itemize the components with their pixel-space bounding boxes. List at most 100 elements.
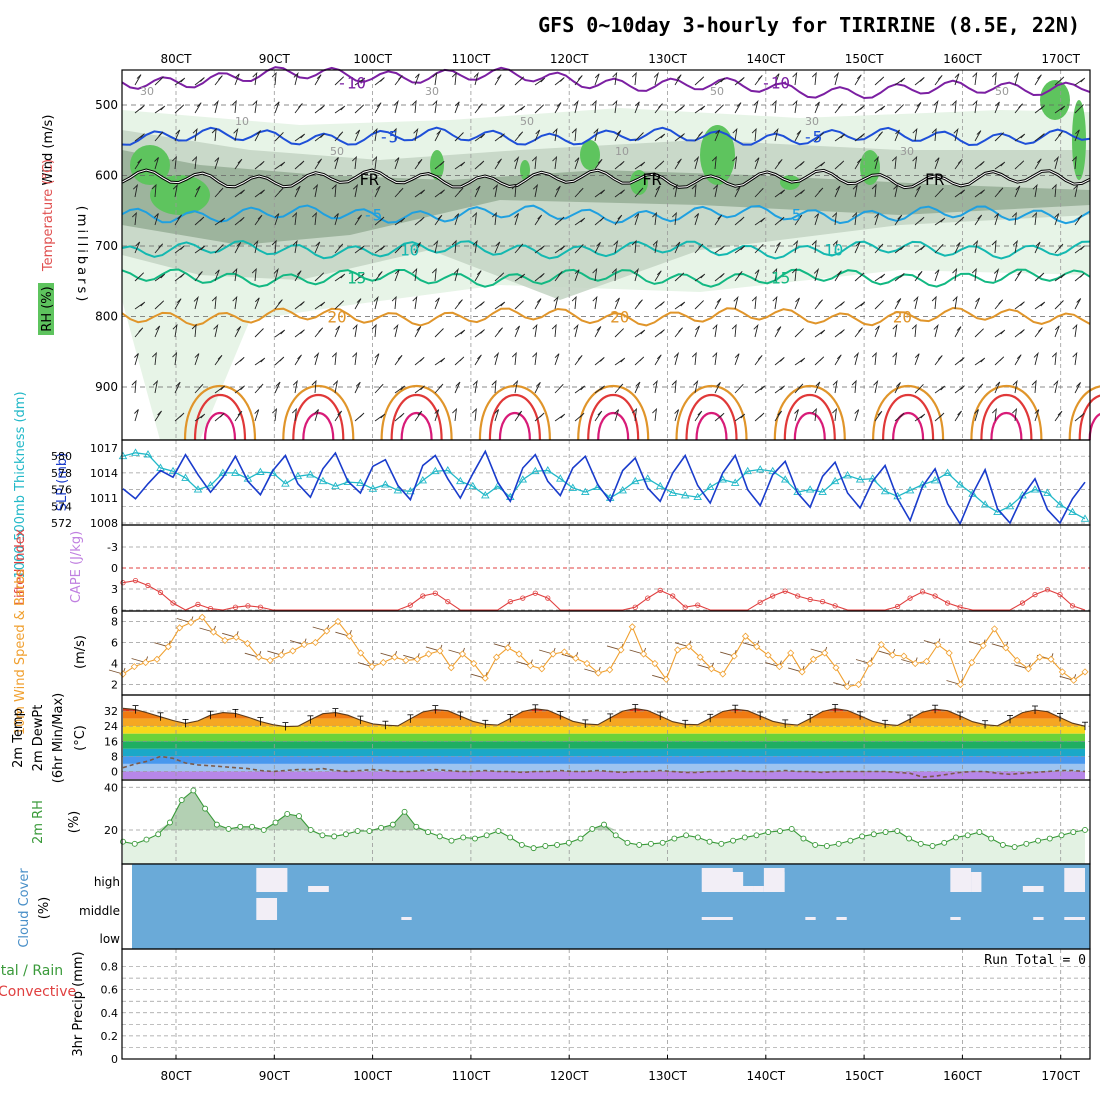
wind10m-point (243, 639, 252, 648)
thickness-point (780, 475, 790, 483)
wind-barb (954, 189, 966, 198)
wind10m-point (775, 663, 783, 671)
warm-lobe (1078, 394, 1100, 441)
wind-barb (192, 127, 198, 142)
wind-barb (234, 326, 242, 338)
precip-y-axis: 0.8 0.6 0.4 0.2 0 (101, 961, 119, 1066)
thickness-point (356, 478, 365, 486)
precip-panel: Total / Rain Convective 3hr Precip (mm) … (0, 948, 1091, 1066)
lifted-index-point (1032, 591, 1038, 598)
wind-barb (854, 301, 866, 310)
rh2m-point (542, 843, 549, 849)
wind-barb (414, 242, 421, 254)
wind-barb (911, 323, 917, 338)
rh2m-point (249, 823, 255, 830)
wind10m-point (1058, 668, 1066, 676)
wind-barb (1053, 379, 1059, 394)
lifted-index-point (432, 590, 438, 596)
wind-barb (372, 155, 378, 170)
wind-barb (1034, 133, 1045, 142)
wind-barb (511, 183, 517, 198)
wind-barb (434, 383, 444, 394)
wind-barb (532, 183, 539, 198)
wind-barb (754, 355, 763, 366)
isotherm-label-10: 10 (400, 241, 419, 260)
wind10m-point (628, 623, 636, 631)
wind-barb (174, 214, 182, 226)
rh2m-point (296, 813, 302, 820)
wind-barb (494, 327, 503, 338)
wind-barb (794, 130, 802, 142)
lifted-index-point (695, 602, 701, 608)
rh-band-2 (122, 150, 1090, 245)
wind-barb (974, 328, 984, 338)
isotherm-label-FR: FR (359, 170, 379, 189)
wind-barb (574, 75, 583, 86)
wind-barb (214, 75, 223, 86)
rh-high-patch-4 (580, 140, 600, 170)
wind10m-point (470, 659, 478, 668)
wind-barb (954, 326, 962, 338)
lifted-index-point (932, 593, 938, 599)
wind-barb (1054, 273, 1066, 282)
wind-barb (772, 295, 778, 310)
wind-barb (154, 157, 159, 170)
wind-barb (271, 239, 277, 254)
stability-panel: Lifted Index CAPE (J/kg) -3 0 3 6 (13, 524, 1091, 617)
wind-barb (832, 239, 838, 254)
wind10m-point (277, 651, 285, 659)
wind-barb (874, 243, 884, 254)
wind-barb (832, 379, 838, 394)
rh2m-point (1070, 829, 1077, 836)
wind-barb (714, 214, 723, 226)
rh2m-point (870, 831, 877, 838)
thickness-point (281, 479, 290, 487)
wind-barb (513, 155, 520, 170)
wind-barb (1014, 185, 1021, 198)
lifted-index-point (245, 603, 251, 609)
wind-barb (694, 76, 705, 86)
thickness-point (468, 481, 478, 490)
wind-barb (674, 133, 685, 142)
rh2m-point (765, 829, 772, 836)
lifted-index-point (120, 580, 126, 586)
warm-lobe (793, 412, 826, 441)
wind-barb (213, 323, 219, 338)
wind-barb (1012, 379, 1018, 394)
wind-barb (953, 127, 959, 142)
rh2m-point (448, 837, 455, 844)
lifted-index-point (445, 598, 451, 605)
wind-barb (292, 379, 298, 394)
wind-barb (211, 295, 217, 310)
wind-barb (394, 75, 403, 86)
wind-barb (614, 357, 626, 366)
wind-barb (274, 329, 286, 338)
wind-barb (494, 105, 505, 114)
wind-barb (714, 104, 724, 114)
wind-barb (994, 187, 1004, 198)
wind-barb (552, 155, 558, 170)
wind-barb (433, 239, 439, 254)
wind-barb (532, 351, 538, 366)
wind-barb (1034, 241, 1041, 254)
warm-lobe (1068, 385, 1100, 441)
wind-barb (234, 158, 243, 170)
rh-high-patch-1 (150, 175, 210, 215)
temperature-line (122, 707, 1086, 728)
rh2m-point (401, 808, 408, 815)
wind-barb (714, 77, 726, 86)
wind-barb (151, 351, 157, 366)
top-x-axis: 80CT 90CT 100CT 110CT 120CT 130CT 140CT 150CT 16… (161, 52, 1081, 74)
wind-barb (334, 273, 346, 282)
wind-barb (453, 267, 459, 282)
wind-barb (371, 323, 377, 338)
wind-barb (494, 272, 505, 282)
thickness-point (231, 468, 240, 476)
rh2m-point (202, 805, 209, 812)
temp-ytick-24: 24 (104, 720, 118, 733)
wind-barb (811, 71, 817, 86)
wind-barb (574, 244, 584, 254)
wind-barb (294, 301, 305, 310)
wind-barb (134, 301, 146, 310)
top-xtick-150CT: 150CT (845, 52, 884, 66)
